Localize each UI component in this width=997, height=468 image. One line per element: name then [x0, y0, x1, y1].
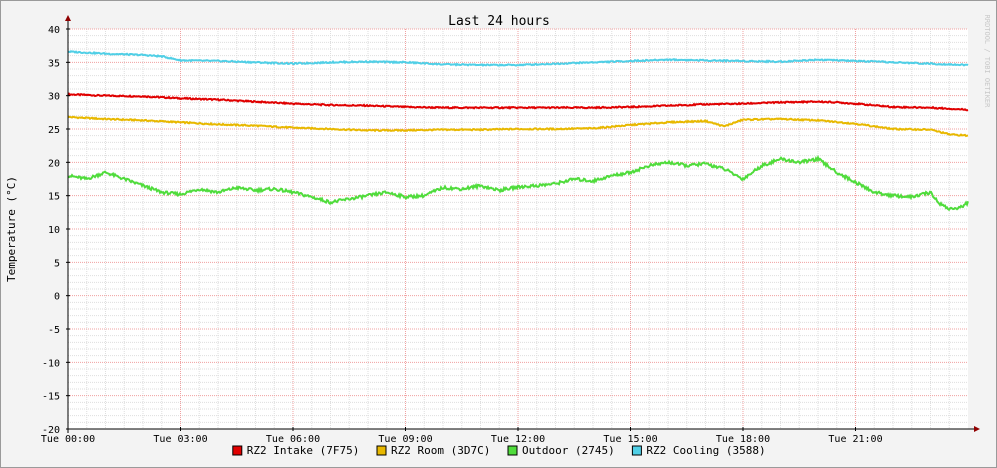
y-tick-label: 5 — [54, 258, 60, 269]
y-axis-label: Temperature (°C) — [5, 176, 18, 282]
x-tick-label: Tue 03:00 — [153, 434, 207, 445]
y-tick-label: -5 — [48, 325, 60, 336]
x-tick-label: Tue 21:00 — [828, 434, 882, 445]
y-tick-label: 15 — [48, 192, 60, 203]
y-tick-label: 30 — [48, 92, 60, 103]
x-tick-label: Tue 18:00 — [716, 434, 770, 445]
series-line-2 — [68, 154, 969, 212]
y-tick-labels: -20 -15 -10 -5 0 5 10 15 20 25 30 35 40 — [42, 25, 60, 436]
y-tick-label: 40 — [48, 25, 60, 36]
legend-swatch — [232, 445, 243, 456]
y-tick-label: -10 — [42, 358, 60, 369]
series-line-0 — [67, 92, 969, 112]
y-tick-label: 25 — [48, 125, 60, 136]
y-tick-label: 20 — [48, 158, 60, 169]
major-grid — [67, 28, 968, 430]
legend-label: RZ2 Cooling (3588) — [646, 444, 765, 457]
legend-swatch — [507, 445, 518, 456]
chart-title: Last 24 hours — [448, 14, 550, 29]
y-tick-label: -20 — [42, 425, 60, 436]
legend-swatch — [631, 445, 642, 456]
legend-swatch — [376, 445, 387, 456]
legend-label: Outdoor (2745) — [522, 444, 615, 457]
watermark: RRDTOOL / TOBI OETIKER — [983, 15, 991, 109]
series-line-3 — [67, 50, 969, 67]
y-tick-label: 35 — [48, 58, 60, 69]
series-line-1 — [67, 115, 969, 138]
x-tick-labels: Tue 00:00 Tue 03:00 Tue 06:00 Tue 09:00 Tue … — [41, 434, 883, 445]
series-layer — [67, 50, 969, 212]
x-axis-arrow — [974, 426, 980, 432]
legend: RZ2 Intake (7F75) RZ2 Room (3D7C) Outdoor … — [232, 444, 766, 457]
legend-label: RZ2 Room (3D7C) — [391, 444, 490, 457]
y-tick-label: 0 — [54, 292, 60, 303]
x-tick-label: Tue 12:00 — [491, 434, 545, 445]
y-axis-arrow — [65, 15, 71, 21]
y-tick-label: -15 — [42, 392, 60, 403]
x-tick-label: Tue 06:00 — [266, 434, 320, 445]
axes — [65, 15, 980, 433]
x-tick-label: Tue 00:00 — [41, 434, 95, 445]
y-tick-label: 10 — [48, 225, 60, 236]
x-tick-label: Tue 09:00 — [378, 434, 432, 445]
legend-label: RZ2 Intake (7F75) — [247, 444, 360, 457]
x-tick-label: Tue 15:00 — [603, 434, 657, 445]
